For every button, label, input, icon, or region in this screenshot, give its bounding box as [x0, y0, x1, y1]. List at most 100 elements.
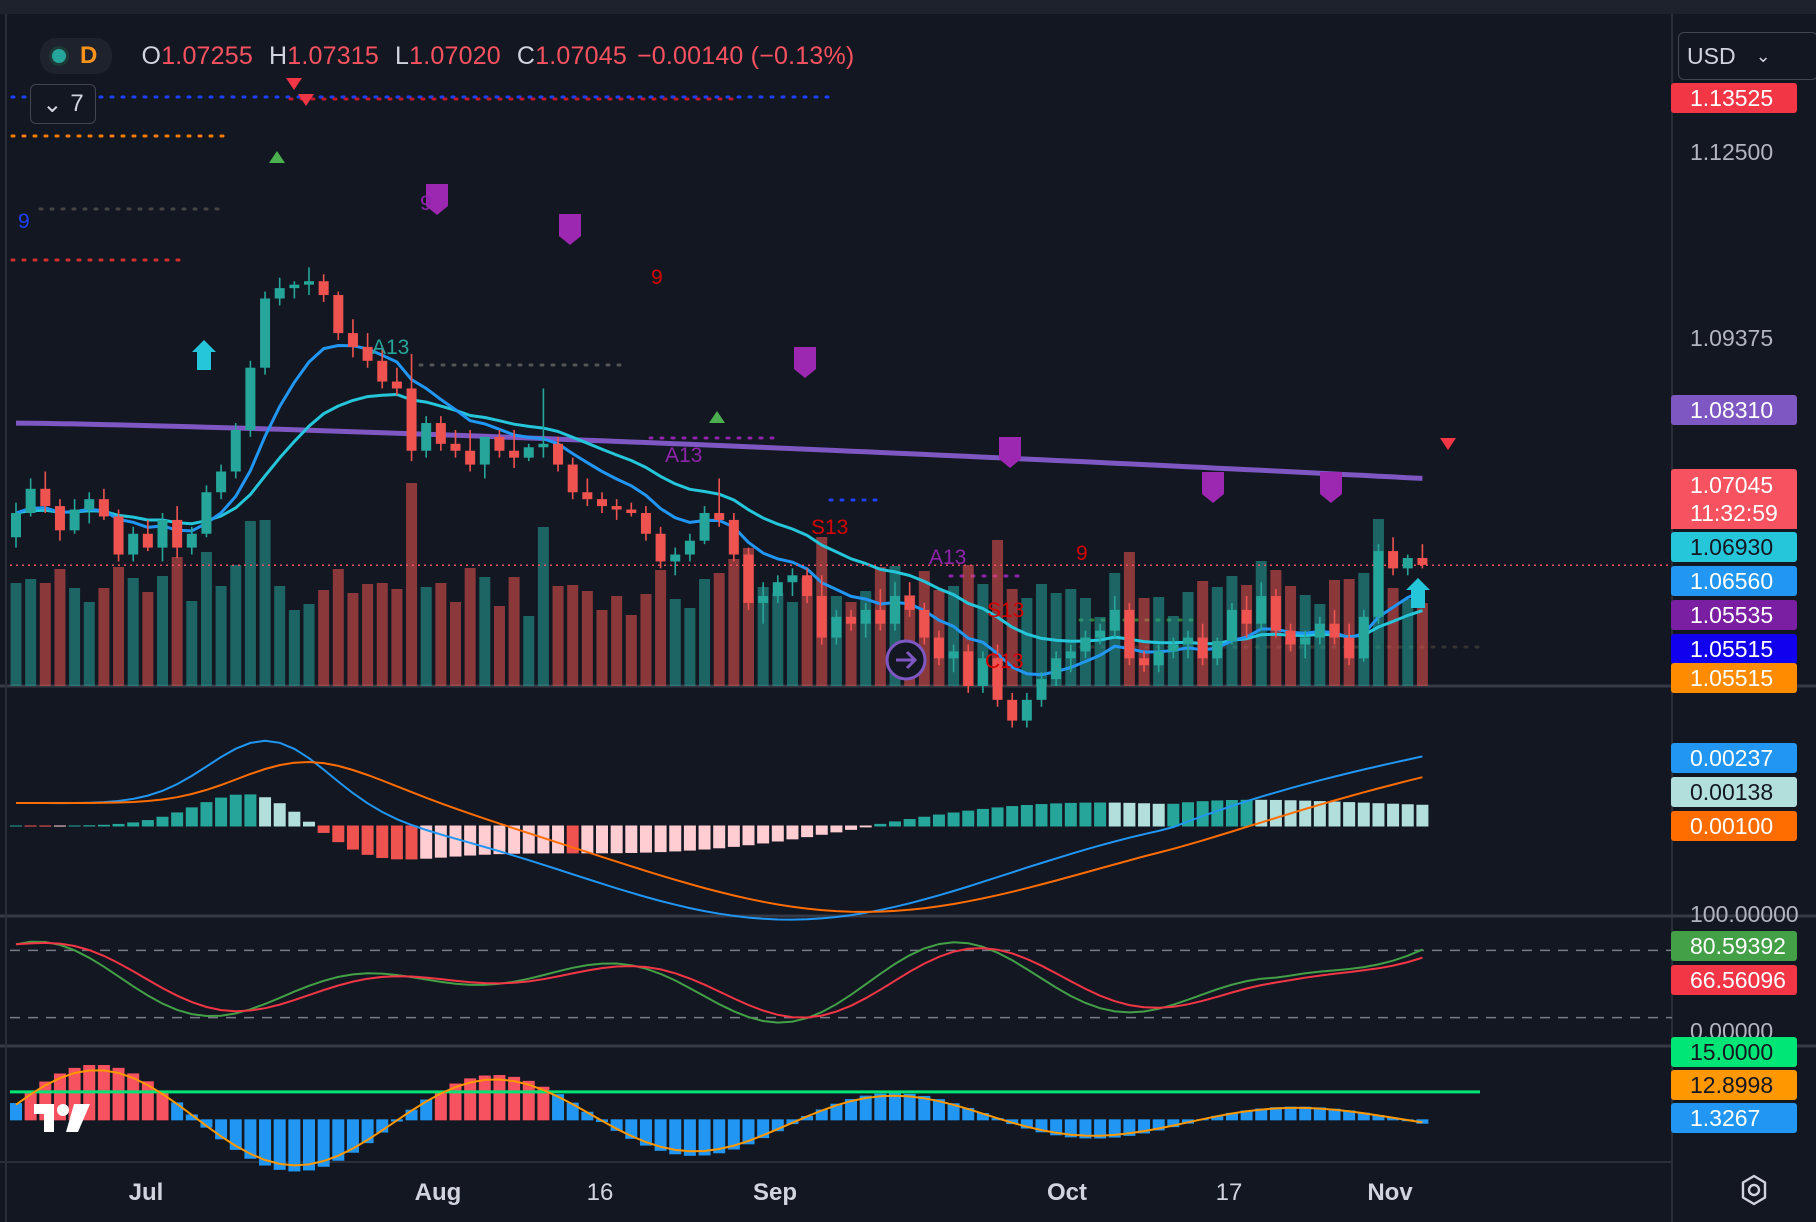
volume-bar: [362, 584, 374, 686]
price-label-bg: [1671, 965, 1797, 995]
macd-histogram-bar: [53, 825, 66, 827]
macd-histogram-bar: [508, 825, 521, 854]
macd-histogram-bar: [288, 811, 301, 827]
price-label-bg: [1671, 634, 1797, 664]
volume-bar: [508, 577, 520, 686]
volume-bar: [948, 586, 960, 686]
macd-histogram-bar: [874, 823, 887, 827]
squeeze-bar: [10, 1103, 22, 1121]
macd-histogram-bar: [390, 825, 403, 860]
macd-histogram-bar: [991, 807, 1004, 827]
volume-bar: [230, 565, 242, 686]
settings-gear-icon[interactable]: [1736, 1172, 1772, 1208]
macd-histogram-bar: [1416, 804, 1429, 827]
macd-histogram-bar: [962, 810, 975, 827]
candle-body: [406, 388, 417, 451]
volume-bar: [69, 588, 81, 686]
price-label-value: 1.07045: [1690, 472, 1773, 498]
tradingview-logo-icon[interactable]: [32, 1098, 98, 1138]
macd-histogram-bar: [1299, 800, 1312, 827]
macd-histogram-bar: [639, 825, 652, 853]
macd-histogram-bar: [332, 825, 345, 843]
squeeze-signal-line: [15, 1069, 1423, 1167]
candle-body: [1036, 679, 1047, 700]
candle-body: [304, 281, 314, 285]
volume-bar: [288, 610, 300, 686]
candle-body: [758, 596, 769, 603]
volume-bar: [596, 610, 608, 686]
visibility-toggle[interactable]: D: [40, 38, 112, 74]
volume-bar: [113, 567, 125, 686]
candle-body: [113, 516, 124, 555]
candle-body: [875, 609, 886, 624]
candle-body: [1109, 609, 1120, 631]
candle-body: [1007, 699, 1018, 721]
candle-body: [1402, 557, 1413, 569]
volume-bar: [772, 593, 784, 686]
candle-body: [69, 509, 80, 531]
squeeze-bar: [508, 1076, 521, 1121]
candle-body: [465, 450, 476, 465]
candle-body: [172, 519, 183, 548]
price-label-value: 1.05515: [1690, 665, 1773, 691]
indicators-collapse-button[interactable]: ⌄ 7: [30, 84, 96, 124]
macd-histogram-bar: [610, 825, 623, 854]
macd-histogram-bar: [185, 807, 198, 827]
squeeze-bar: [1313, 1107, 1326, 1121]
squeeze-bar: [332, 1119, 345, 1161]
macd-histogram-bar: [976, 808, 989, 827]
macd-histogram-bar: [713, 825, 726, 849]
volume-bar: [83, 602, 95, 686]
macd-histogram-bar: [932, 814, 945, 827]
volume-bar: [669, 599, 681, 686]
price-label: 1.13525: [1671, 83, 1797, 113]
candle-body: [992, 658, 1003, 700]
volume-bar: [552, 586, 564, 686]
price-label-bg: [1671, 811, 1797, 841]
squeeze-bar: [478, 1075, 491, 1121]
stoch-d-line: [15, 941, 1423, 1019]
squeeze-histogram: [10, 1065, 1429, 1172]
buy-signal-marker-icon: [1406, 578, 1430, 608]
squeeze-bar: [405, 1109, 418, 1121]
squeeze-bar: [24, 1091, 37, 1121]
price-axis-tick: 1.12500: [1690, 139, 1773, 165]
candle-body: [98, 499, 109, 517]
macd-histogram-bar: [1123, 802, 1136, 827]
volume-bar: [728, 559, 740, 686]
td-annotation: A13: [929, 546, 966, 569]
candle-body: [260, 298, 271, 368]
price-label-value: 1.08310: [1690, 397, 1773, 423]
macd-histogram: [10, 794, 1429, 860]
high-value: 1.07315: [287, 41, 380, 70]
candle-body: [216, 471, 227, 493]
time-axis-label: 17: [1216, 1179, 1243, 1206]
td-annotation: S13: [811, 516, 848, 539]
macd-histogram-bar: [83, 825, 96, 827]
squeeze-bar: [639, 1119, 652, 1146]
candle-body: [1021, 699, 1032, 721]
candle-body: [846, 616, 857, 624]
macd-histogram-bar: [361, 825, 374, 855]
candle-body: [523, 447, 534, 458]
volume-bar: [186, 601, 198, 686]
price-label-value: 80.59392: [1690, 933, 1786, 959]
squeeze-bar: [932, 1099, 945, 1121]
volume-bar: [274, 586, 286, 686]
price-label: 1.06930: [1671, 532, 1797, 562]
macd-histogram-bar: [478, 825, 491, 855]
price-label-value: 0.00237: [1690, 745, 1773, 771]
currency-select[interactable]: USD ⌄: [1678, 32, 1816, 80]
macd-histogram-bar: [303, 821, 315, 827]
candle-body: [699, 513, 710, 541]
candle-body: [1212, 641, 1223, 659]
macd-histogram-bar: [669, 825, 682, 852]
volume-bar: [625, 615, 637, 686]
squeeze-bar: [244, 1119, 257, 1159]
volume-bar: [25, 579, 37, 686]
volume-bar: [142, 592, 154, 686]
volume-bar: [391, 589, 403, 686]
macd-histogram-bar: [1211, 800, 1224, 827]
price-label-bg: [1671, 395, 1797, 425]
